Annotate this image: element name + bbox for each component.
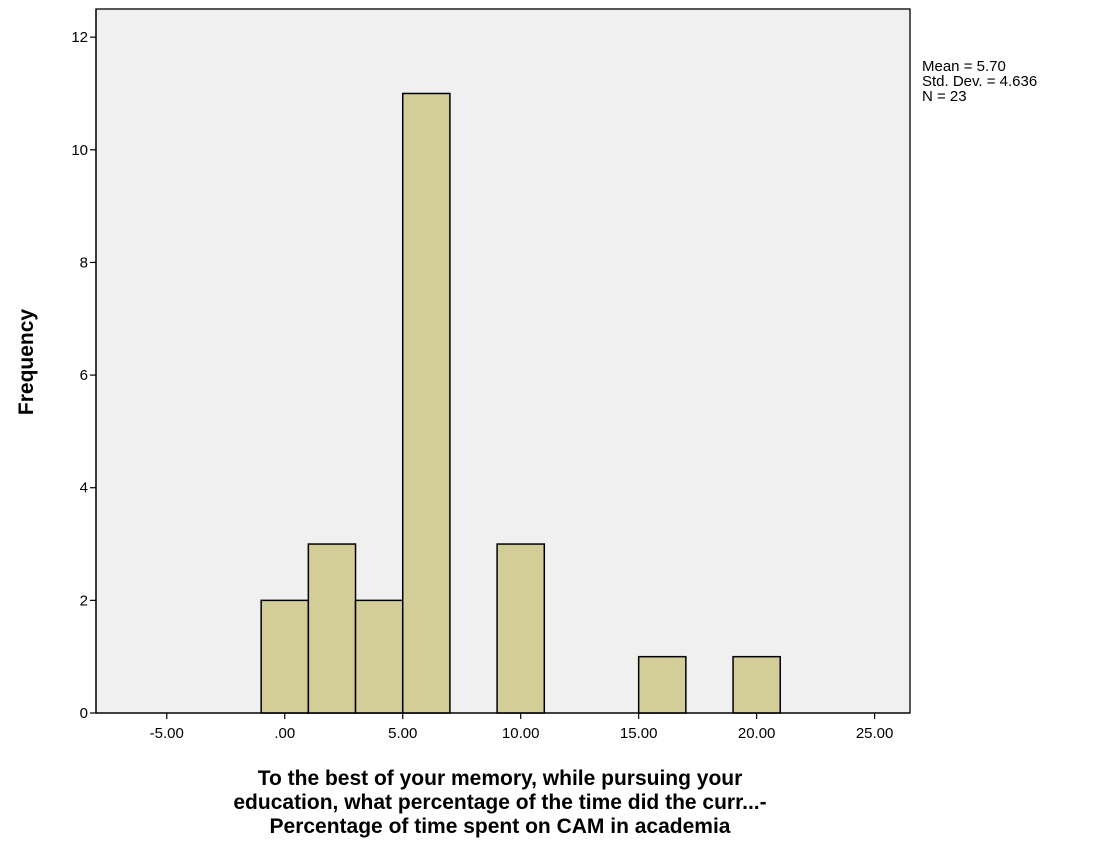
stats-box: Mean = 5.70 Std. Dev. = 4.636 N = 23 [922, 59, 1037, 104]
y-ticks-group: 0 2 4 6 8 10 12 [71, 29, 96, 722]
x-axis-title: To the best of your memory, while pursui… [90, 767, 910, 839]
y-tick-label: 12 [71, 29, 88, 46]
y-tick-label: 0 [80, 705, 88, 722]
y-axis-title: Frequency [15, 308, 38, 416]
x-axis-title-line-3: Percentage of time spent on CAM in acade… [269, 815, 731, 838]
y-tick-label: 6 [80, 367, 88, 384]
histogram-bar-6 [637, 655, 687, 714]
x-tick-label: -5.00 [150, 725, 184, 742]
n-label: N = 23 [922, 88, 967, 105]
histogram-bar-5 [496, 543, 546, 714]
bars-group [260, 92, 781, 714]
x-axis-title-line-1: To the best of your memory, while pursui… [257, 767, 743, 790]
x-tick-label: 20.00 [738, 725, 776, 742]
y-tick-label: 2 [80, 592, 88, 609]
x-tick-label: 5.00 [388, 725, 417, 742]
x-tick-label: 10.00 [502, 725, 540, 742]
y-tick-label: 4 [80, 480, 88, 497]
std-dev-label: Std. Dev. = 4.636 [922, 73, 1038, 90]
x-tick-label: .00 [274, 725, 295, 742]
y-tick-label: 10 [71, 142, 88, 159]
histogram-bar-7 [732, 655, 781, 714]
x-axis-title-line-2: education, what percentage of the time d… [233, 791, 767, 814]
x-tick-label: 25.00 [856, 725, 894, 742]
x-ticks-group: -5.00 .00 5.00 10.00 15.00 20.00 25.00 [150, 713, 894, 742]
histogram-bar-1 [260, 599, 310, 714]
histogram-bar-4 [401, 92, 451, 714]
histogram-bar-3 [354, 599, 404, 714]
histogram-bar-2 [307, 543, 357, 714]
x-tick-label: 15.00 [620, 725, 658, 742]
mean-label: Mean = 5.70 [922, 58, 1006, 75]
y-tick-label: 8 [80, 254, 88, 271]
